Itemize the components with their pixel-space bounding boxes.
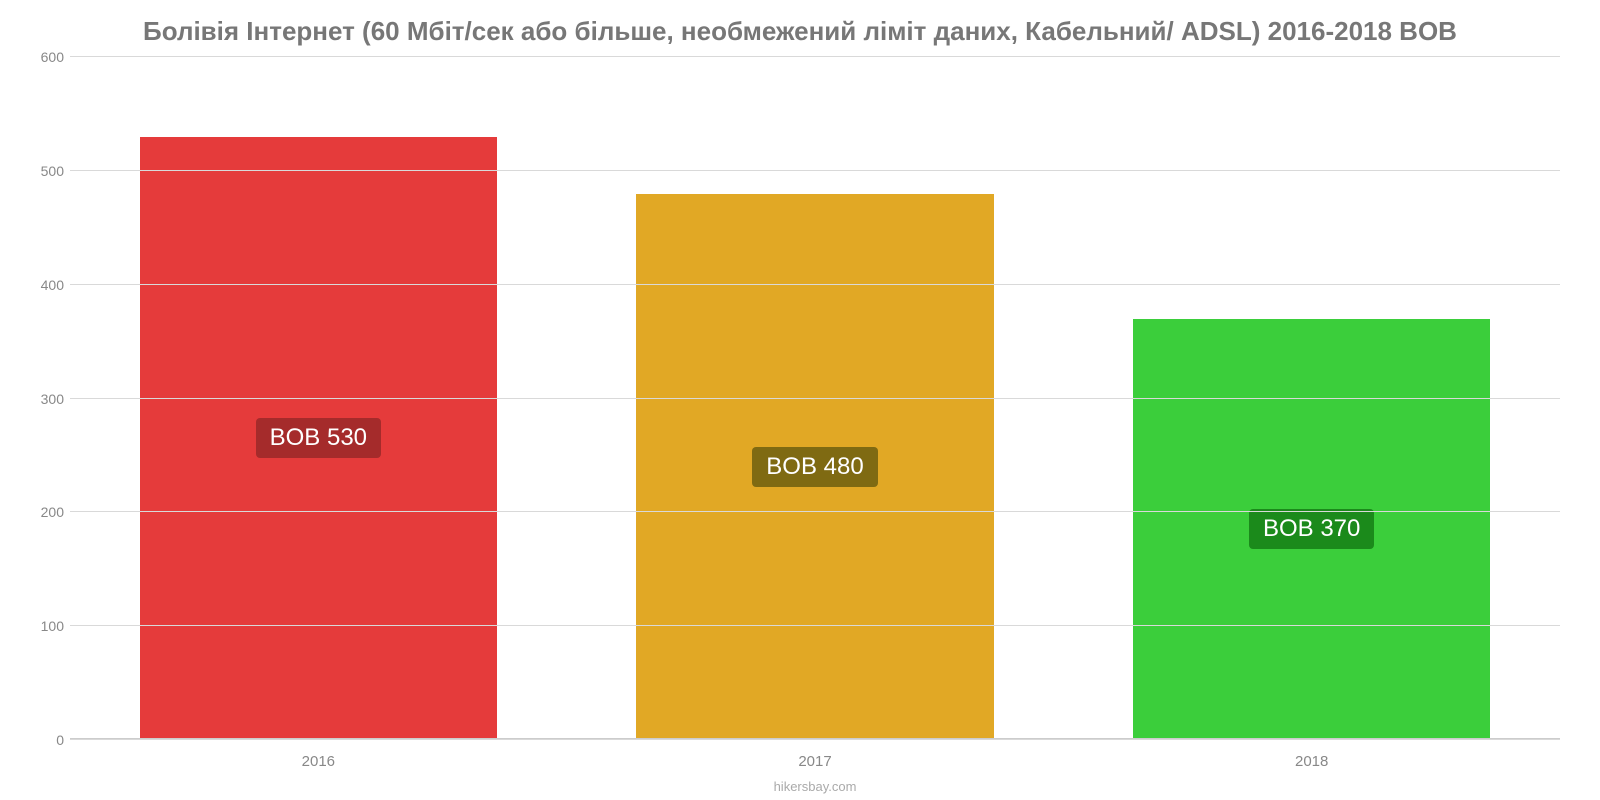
bar: BOB 480 xyxy=(636,194,994,740)
x-tick-label: 2016 xyxy=(70,753,567,770)
plot-area: 0100200300400500600 BOB 530BOB 480BOB 37… xyxy=(70,57,1560,740)
y-tick-label: 300 xyxy=(41,391,64,407)
bar-value-label: BOB 530 xyxy=(256,418,381,458)
x-tick-label: 2017 xyxy=(567,753,1064,770)
bar-slot: BOB 370 xyxy=(1063,57,1560,740)
y-gridline xyxy=(70,398,1560,399)
y-tick-label: 200 xyxy=(41,504,64,520)
y-gridline xyxy=(70,284,1560,285)
y-tick-label: 400 xyxy=(41,277,64,293)
y-gridline xyxy=(70,170,1560,171)
x-tick-label: 2018 xyxy=(1063,753,1560,770)
bars-group: BOB 530 BOB 480 BOB 370 xyxy=(70,57,1560,740)
bar-value-label: BOB 480 xyxy=(752,447,877,487)
bar: BOB 370 xyxy=(1133,319,1491,740)
y-axis: 0100200300400500600 xyxy=(20,57,70,740)
y-gridline xyxy=(70,739,1560,740)
bar-value-label: BOB 370 xyxy=(1249,509,1374,549)
bar: BOB 530 xyxy=(140,137,498,740)
y-gridline xyxy=(70,511,1560,512)
chart-title: Болівія Інтернет (60 Мбіт/сек або більше… xyxy=(20,10,1580,57)
y-tick-label: 100 xyxy=(41,618,64,634)
bar-slot: BOB 480 xyxy=(567,57,1064,740)
x-axis: 201620172018 xyxy=(70,753,1560,770)
source-label: hikersbay.com xyxy=(70,779,1560,794)
y-tick-label: 600 xyxy=(41,49,64,65)
bar-slot: BOB 530 xyxy=(70,57,567,740)
y-tick-label: 500 xyxy=(41,163,64,179)
y-tick-label: 0 xyxy=(56,732,64,748)
chart-container: Болівія Інтернет (60 Мбіт/сек або більше… xyxy=(0,0,1600,800)
y-gridline xyxy=(70,56,1560,57)
y-gridline xyxy=(70,625,1560,626)
